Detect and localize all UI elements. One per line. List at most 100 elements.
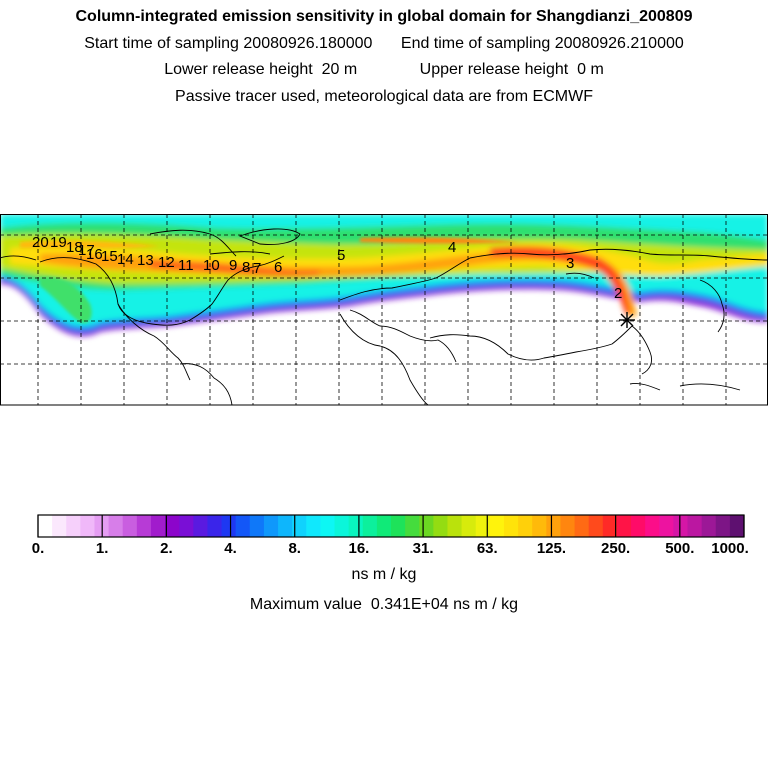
tracer-note: Passive tracer used, meteorological data…: [175, 88, 593, 105]
colorbar-cell: [306, 515, 321, 537]
colorbar-cell: [334, 515, 350, 537]
colorbar-cell: [80, 515, 95, 537]
upper-value: 0 m: [577, 61, 604, 78]
emission-sensitivity-map: 2 3 4 5 6 7 8 9 10 11 12 13 14 15 16 17 …: [0, 214, 768, 406]
colorbar-tick-label: 250.: [601, 540, 631, 557]
colorbar-cell: [38, 515, 53, 537]
colorbar-tick-label: 31.: [412, 540, 434, 557]
end-label: End time of sampling: [400, 35, 551, 52]
colorbar-cell: [292, 515, 307, 537]
day-label: 17: [78, 242, 95, 259]
colorbar-tick-label: 16.: [348, 540, 370, 557]
day-label: 14: [117, 251, 134, 268]
day-label: 20: [32, 234, 49, 251]
colorbar-cell: [419, 515, 434, 537]
colorbar-cell: [376, 515, 392, 537]
receptor-star-icon: [619, 312, 635, 328]
colorbar: [37, 514, 745, 538]
colorbar-cell: [447, 515, 463, 537]
colorbar-cell: [574, 515, 590, 537]
colorbar-cell: [729, 515, 745, 537]
colorbar-cell: [532, 515, 547, 537]
colorbar-cell: [475, 515, 491, 537]
colorbar-tick-label: 0.: [31, 540, 45, 557]
colorbar-cell: [108, 515, 124, 537]
colorbar-cell: [673, 515, 689, 537]
colorbar-cell: [715, 515, 731, 537]
colorbar-cell: [518, 515, 533, 537]
day-label: 2: [614, 285, 622, 302]
colorbar-tick-label: 8.: [288, 540, 301, 557]
lower-label: Lower release height: [164, 61, 313, 78]
colorbar-cell: [150, 515, 166, 537]
colorbar-cell: [221, 515, 237, 537]
max-value: 0.341E+04: [370, 596, 449, 613]
max-label: Maximum value: [249, 596, 362, 613]
colorbar-tick-label: 500.: [665, 540, 695, 557]
day-label: 5: [337, 247, 345, 264]
colorbar-tick-label: 125.: [536, 540, 567, 557]
colorbar-cell: [489, 515, 505, 537]
colorbar-cell: [263, 515, 279, 537]
day-label: 15: [101, 248, 118, 265]
colorbar-cell: [207, 515, 223, 537]
start-value: 20080926.180000: [243, 35, 373, 52]
day-label: 12: [158, 254, 175, 271]
day-label: 7: [253, 260, 261, 277]
day-label: 9: [229, 257, 237, 274]
colorbar-cell: [235, 515, 251, 537]
colorbar-cell: [631, 515, 646, 537]
upper-label: Upper release height: [419, 61, 569, 78]
day-label: 19: [50, 234, 67, 251]
colorbar-cell: [503, 515, 519, 537]
colorbar-cell: [616, 515, 632, 537]
colorbar-cell: [701, 515, 717, 537]
colorbar-cell: [320, 515, 336, 537]
colorbar-cell: [179, 515, 194, 537]
day-label: 3: [566, 255, 574, 272]
start-label: Start time of sampling: [84, 35, 239, 52]
colorbar-cell: [560, 515, 576, 537]
colorbar-cell: [461, 515, 477, 537]
colorbar-tick-label: 63.: [476, 540, 498, 557]
graticule: [0, 214, 768, 405]
lower-value: 20 m: [321, 61, 358, 78]
colorbar-cell: [348, 515, 364, 537]
colorbar-tick-label: 2.: [160, 540, 173, 557]
colorbar-border: [37, 514, 745, 538]
release-heights: Lower release height 20 m Upper release …: [0, 61, 768, 79]
day-label: 11: [178, 257, 194, 274]
plot-title: Column-integrated emission sensitivity i…: [75, 8, 693, 25]
colorbar-cell: [546, 515, 561, 537]
colorbar-cell: [249, 515, 265, 537]
colorbar-tick-label: 1.: [95, 540, 109, 557]
end-value: 20080926.210000: [554, 35, 684, 52]
colorbar-cell: [193, 515, 208, 537]
maximum-value: Maximum value 0.341E+04 ns m / kg: [0, 596, 768, 614]
day-label: 4: [448, 239, 456, 256]
colorbar-tick-label: 1000.: [711, 540, 749, 557]
day-label: 8: [242, 259, 250, 276]
colorbar-cell: [136, 515, 152, 537]
colorbar-tick-label: 4.: [224, 540, 237, 557]
colorbar-cell: [122, 515, 138, 537]
colorbar-units: ns m / kg: [351, 566, 417, 583]
colorbar-cell: [278, 515, 293, 537]
colorbar-cell: [433, 515, 448, 537]
colorbar-cell: [588, 515, 604, 537]
day-label: 10: [203, 257, 220, 274]
colorbar-cell: [659, 515, 674, 537]
colorbar-cell: [165, 515, 180, 537]
colorbar-cell: [405, 515, 420, 537]
sensitivity-field: [0, 214, 768, 337]
sampling-times: Start time of sampling 20080926.180000 E…: [0, 35, 768, 53]
max-units: ns m / kg: [453, 596, 519, 613]
colorbar-cell: [362, 515, 378, 537]
colorbar-cell: [66, 515, 81, 537]
day-label: 18: [66, 239, 83, 256]
day-label: 16: [86, 246, 103, 263]
colorbar-cell: [52, 515, 67, 537]
colorbar-cell: [645, 515, 660, 537]
colorbar-cell: [391, 515, 406, 537]
day-labels: 2 3 4 5 6 7 8 9 10 11 12 13 14 15 16 17 …: [32, 234, 622, 302]
